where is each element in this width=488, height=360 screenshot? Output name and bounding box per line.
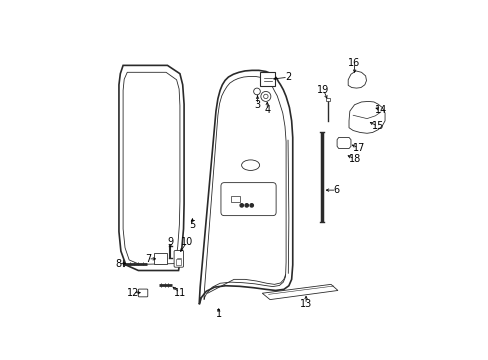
Text: 1: 1 [215,309,222,319]
Polygon shape [336,138,350,149]
Text: 16: 16 [348,58,360,68]
Text: 11: 11 [173,288,185,298]
Polygon shape [348,102,384,133]
Text: 18: 18 [348,154,360,164]
Circle shape [249,204,253,207]
FancyBboxPatch shape [176,259,181,265]
FancyBboxPatch shape [154,253,166,264]
Polygon shape [347,71,366,88]
Ellipse shape [241,160,259,170]
Text: 8: 8 [115,258,121,269]
Polygon shape [262,284,337,300]
FancyBboxPatch shape [325,98,329,101]
Text: 5: 5 [189,220,195,230]
Text: 9: 9 [167,237,173,247]
Text: 6: 6 [333,185,339,195]
Text: 19: 19 [317,85,329,95]
FancyBboxPatch shape [138,289,147,297]
Text: 3: 3 [254,100,260,110]
Text: 14: 14 [374,105,386,115]
FancyBboxPatch shape [221,183,276,216]
FancyBboxPatch shape [174,251,183,267]
FancyBboxPatch shape [231,195,240,202]
Circle shape [253,88,260,95]
Text: 12: 12 [126,288,139,298]
Text: 10: 10 [181,237,193,247]
Text: 17: 17 [352,143,364,153]
Circle shape [240,204,243,207]
Circle shape [244,204,248,207]
Text: 15: 15 [371,121,384,131]
Text: 7: 7 [144,254,151,264]
Text: 2: 2 [285,72,290,82]
Circle shape [263,94,267,99]
Text: 13: 13 [299,299,311,309]
Polygon shape [199,70,292,304]
Text: 4: 4 [264,105,270,115]
FancyBboxPatch shape [260,72,275,86]
Circle shape [260,91,270,102]
Polygon shape [119,66,183,270]
